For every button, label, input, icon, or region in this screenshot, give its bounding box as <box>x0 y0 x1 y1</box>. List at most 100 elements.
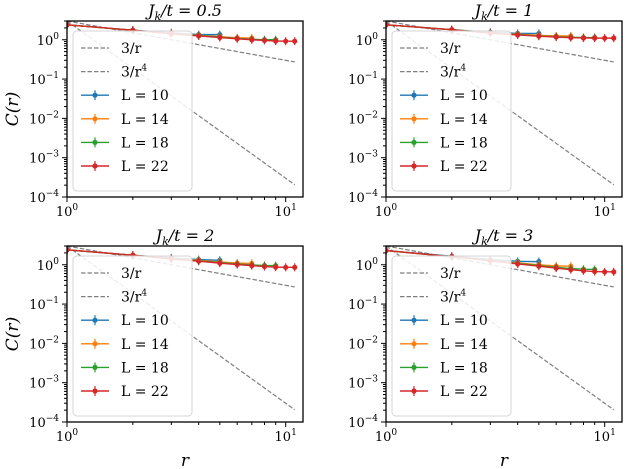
data-point <box>536 33 542 39</box>
panel-1: 100 101 10−4 10−3 10−2 10−1 100 Jk/t = 0.5 C(r) 3… <box>3 1 304 220</box>
x-tick-label: 100 <box>56 428 79 445</box>
panel-3: 100 101 10−4 10−3 10−2 10−1 100 Jk/t = 2 C(r) r 3/… <box>3 226 304 469</box>
data-point <box>580 35 587 41</box>
data-point <box>553 265 559 271</box>
x-axis-label: r <box>500 451 509 469</box>
legend-label: L = 22 <box>121 159 169 175</box>
y-tick-label: 10−4 <box>348 414 378 431</box>
legend-label: L = 10 <box>121 88 169 104</box>
data-point <box>196 258 202 264</box>
legend-marker <box>92 317 98 323</box>
x-tick-label: 101 <box>275 428 297 445</box>
legend-label: 3/r <box>440 266 461 282</box>
legend-item-l-22: L = 22 <box>81 159 169 175</box>
axes-frame <box>66 245 304 423</box>
y-tick-label: 10−2 <box>348 335 378 352</box>
data-point <box>261 263 268 270</box>
y-axis-label: C(r) <box>3 317 23 351</box>
legend-item-l-10: L = 10 <box>400 313 488 329</box>
x-tick-label: 101 <box>594 428 616 445</box>
legend-label: 3/r <box>440 41 461 57</box>
legend-label: 3/r4 <box>440 289 466 306</box>
data-point <box>196 33 202 39</box>
y-tick-label: 100 <box>37 257 60 274</box>
data-point <box>568 267 574 273</box>
ref-line-3/r <box>386 246 614 288</box>
x-tick-label: 101 <box>594 203 616 220</box>
panel-title: Jk/t = 2 <box>153 226 215 248</box>
legend-marker <box>92 116 98 122</box>
legend-item-l-22: L = 22 <box>400 384 488 400</box>
legend-item-3/r: 3/r <box>81 41 142 57</box>
legend-marker <box>411 92 417 98</box>
data-point <box>592 268 598 275</box>
x-axis-label: r <box>181 451 190 469</box>
data-point <box>611 269 617 275</box>
legend-item-l-22: L = 22 <box>81 384 169 400</box>
legend-marker <box>92 364 98 370</box>
data-point <box>515 32 521 38</box>
legend-marker <box>92 163 98 169</box>
y-tick-label: 10−4 <box>348 189 378 206</box>
legend-item-l-10: L = 10 <box>400 88 488 104</box>
legend-label: 3/r4 <box>121 289 147 306</box>
data-point <box>249 37 255 43</box>
legend-item-l-14: L = 14 <box>81 112 169 128</box>
y-tick-label: 10−1 <box>29 71 59 88</box>
data-point <box>283 38 289 44</box>
y-tick-label: 10−1 <box>29 296 59 313</box>
panel-title: Jk/t = 0.5 <box>145 1 222 23</box>
legend-item-3/r-4: 3/r4 <box>400 64 466 81</box>
data-point <box>553 34 559 40</box>
data-point <box>536 263 542 269</box>
legend-item-l-14: L = 14 <box>400 337 488 353</box>
legend-marker <box>411 317 417 323</box>
ref-line-3/r <box>67 21 295 63</box>
legend-item-l-14: L = 14 <box>400 112 488 128</box>
y-tick-label: 10−2 <box>29 110 59 127</box>
axes-frame <box>385 20 623 198</box>
legend-marker <box>411 163 417 169</box>
legend-item-l-18: L = 18 <box>81 135 169 151</box>
data-point <box>580 268 587 274</box>
legend-item-l-14: L = 14 <box>81 337 169 353</box>
legend-marker <box>92 92 98 98</box>
y-tick-label: 10−3 <box>29 150 59 167</box>
y-tick-label: 100 <box>356 32 379 49</box>
data-point <box>292 264 298 270</box>
data-point <box>515 261 521 267</box>
legend-label: L = 22 <box>440 384 488 400</box>
x-tick-label: 100 <box>375 428 398 445</box>
data-point <box>273 38 279 44</box>
y-tick-label: 10−3 <box>348 375 378 392</box>
legend-label: 3/r <box>121 41 142 57</box>
legend-item-l-22: L = 22 <box>400 159 488 175</box>
legend-label: L = 18 <box>440 360 488 376</box>
data-point <box>592 35 598 41</box>
axes-frame <box>66 20 304 198</box>
legend: 3/r 3/r4 L = 10 L = 14 L = 18 L = 22 <box>72 255 193 417</box>
x-tick-label: 100 <box>375 203 398 220</box>
panel-title: Jk/t = 3 <box>472 226 534 248</box>
legend-label: 3/r4 <box>440 64 466 81</box>
data-point <box>234 36 240 42</box>
legend-item-l-18: L = 18 <box>81 360 169 376</box>
y-tick-label: 10−2 <box>29 335 59 352</box>
data-point <box>611 35 617 41</box>
axes-frame <box>385 245 623 423</box>
legend-item-3/r-4: 3/r4 <box>81 64 147 81</box>
data-point <box>283 264 289 270</box>
y-tick-label: 100 <box>37 32 60 49</box>
legend-label: 3/r4 <box>121 64 147 81</box>
legend-label: 3/r <box>121 266 142 282</box>
legend-item-l-10: L = 10 <box>81 313 169 329</box>
data-point <box>249 263 255 269</box>
legend-item-3/r-4: 3/r4 <box>400 289 466 306</box>
legend-label: L = 14 <box>121 112 169 128</box>
legend-item-l-18: L = 18 <box>400 135 488 151</box>
data-point <box>217 260 223 266</box>
legend-label: L = 10 <box>440 88 488 104</box>
ref-line-3/r <box>386 21 614 63</box>
legend-item-l-18: L = 18 <box>400 360 488 376</box>
panel-title: Jk/t = 1 <box>472 1 534 23</box>
